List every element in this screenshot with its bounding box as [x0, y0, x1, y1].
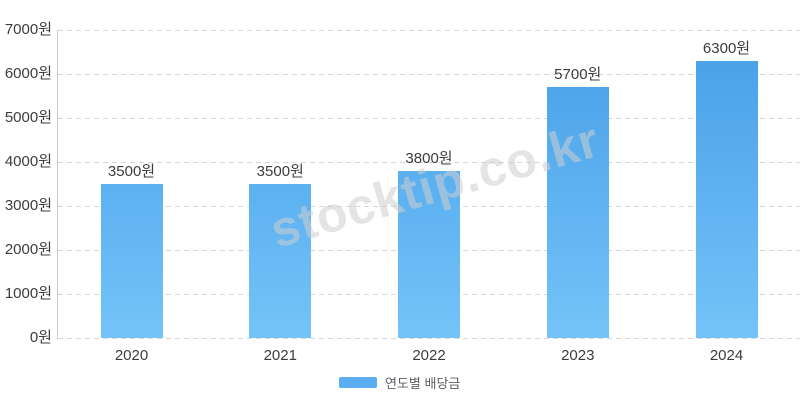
- gridline: [58, 162, 800, 163]
- y-tick-label: 7000원: [4, 21, 52, 38]
- x-tick-label: 2022: [412, 347, 446, 364]
- bar-value-label: 6300원: [702, 39, 751, 57]
- y-tick-label: 3000원: [4, 197, 52, 214]
- legend-color-swatch: [339, 377, 377, 388]
- y-tick-label: 6000원: [4, 65, 52, 82]
- y-tick-label: 0원: [29, 329, 52, 346]
- legend-item[interactable]: 연도별 배당금: [339, 373, 460, 392]
- y-tick-label: 4000원: [4, 153, 52, 170]
- x-tick-label: 2023: [561, 347, 595, 364]
- bar-2020[interactable]: [100, 184, 163, 338]
- y-tick-label: 1000원: [4, 285, 52, 302]
- bar-value-label: 3800원: [405, 149, 453, 167]
- bar-2024[interactable]: [695, 60, 758, 338]
- x-tick-label: 2024: [709, 347, 744, 364]
- gridline: [58, 118, 800, 119]
- bar-value-label: 3500원: [256, 163, 304, 180]
- x-tick-label: 2021: [263, 347, 297, 364]
- legend-label: 연도별 배당금: [385, 376, 461, 391]
- y-tick-label: 2000원: [4, 241, 52, 258]
- bar-2023[interactable]: [546, 87, 609, 338]
- y-tick-label: 5000원: [4, 109, 52, 126]
- bar-value-label: 3500원: [107, 163, 156, 180]
- gridline: [58, 30, 800, 31]
- x-tick-label: 2020: [114, 347, 149, 364]
- gridline: [58, 74, 800, 75]
- bar-2021[interactable]: [249, 184, 312, 338]
- bar-2022[interactable]: [398, 170, 460, 338]
- bar-value-label: 5700원: [554, 66, 602, 84]
- gridline: [58, 338, 800, 339]
- y-axis-line: [57, 30, 58, 339]
